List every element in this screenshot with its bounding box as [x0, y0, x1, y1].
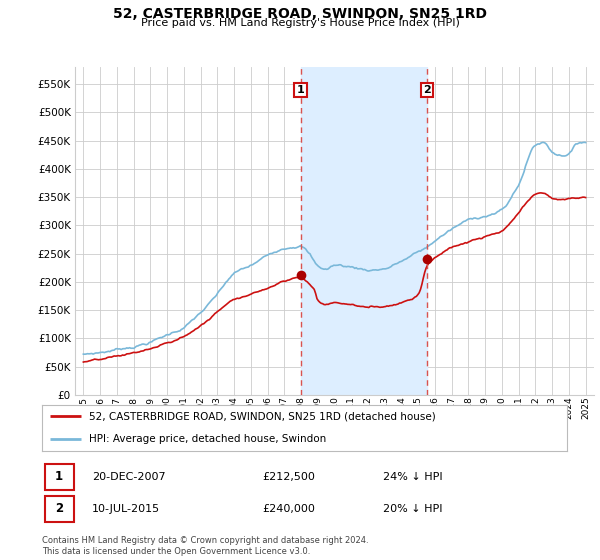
Text: 52, CASTERBRIDGE ROAD, SWINDON, SN25 1RD: 52, CASTERBRIDGE ROAD, SWINDON, SN25 1RD — [113, 7, 487, 21]
Text: 2: 2 — [55, 502, 63, 515]
Text: 24% ↓ HPI: 24% ↓ HPI — [383, 472, 443, 482]
Text: Contains HM Land Registry data © Crown copyright and database right 2024.
This d: Contains HM Land Registry data © Crown c… — [42, 536, 368, 556]
Text: 20-DEC-2007: 20-DEC-2007 — [92, 472, 166, 482]
Text: £212,500: £212,500 — [263, 472, 316, 482]
Text: 1: 1 — [296, 85, 304, 95]
Text: 2: 2 — [423, 85, 431, 95]
Bar — [44, 464, 74, 490]
Text: 20% ↓ HPI: 20% ↓ HPI — [383, 504, 443, 514]
Bar — [44, 496, 74, 522]
Bar — [301, 67, 427, 395]
Text: £240,000: £240,000 — [263, 504, 316, 514]
Text: 1: 1 — [55, 470, 63, 483]
Text: 52, CASTERBRIDGE ROAD, SWINDON, SN25 1RD (detached house): 52, CASTERBRIDGE ROAD, SWINDON, SN25 1RD… — [89, 412, 436, 422]
Text: HPI: Average price, detached house, Swindon: HPI: Average price, detached house, Swin… — [89, 435, 326, 444]
Text: 10-JUL-2015: 10-JUL-2015 — [92, 504, 160, 514]
Text: Price paid vs. HM Land Registry's House Price Index (HPI): Price paid vs. HM Land Registry's House … — [140, 18, 460, 28]
